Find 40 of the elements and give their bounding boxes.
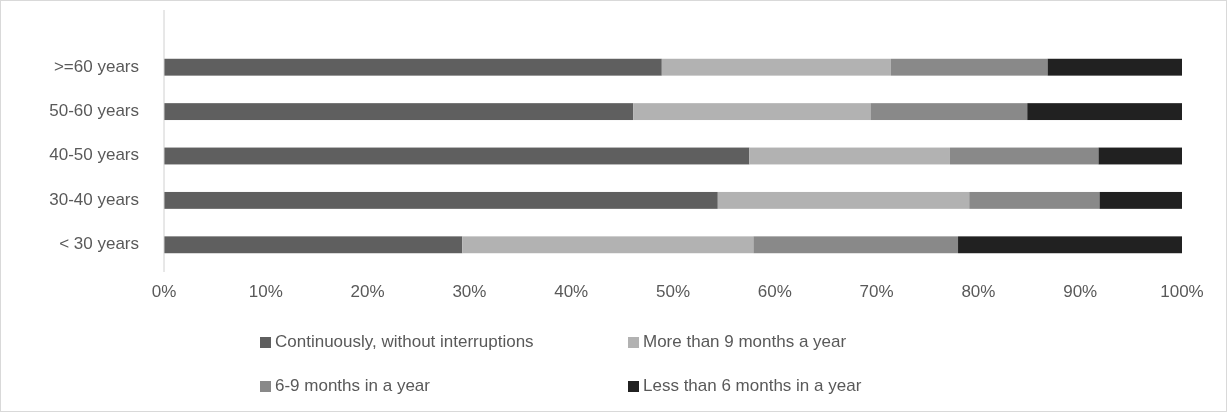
bar <box>164 58 662 76</box>
bar <box>1027 103 1182 121</box>
y-tick-label: >=60 years <box>53 56 139 76</box>
legend-label: Less than 6 months in a year <box>643 376 862 396</box>
bar <box>1047 58 1182 76</box>
y-tick-label: 30-40 years <box>49 189 139 209</box>
bar <box>969 191 1100 209</box>
x-tick-label: 30% <box>452 282 487 301</box>
bar <box>164 236 463 254</box>
bar <box>890 58 1048 76</box>
bar <box>661 58 891 76</box>
x-tick-label: 80% <box>961 282 996 301</box>
x-tick-label: 50% <box>655 282 691 301</box>
x-tick-label: 70% <box>859 282 894 301</box>
x-tick-label: 60% <box>757 282 792 301</box>
bar <box>462 236 754 254</box>
x-tick-label: 0% <box>151 282 177 301</box>
x-tick-label: 100% <box>1160 282 1204 301</box>
bar <box>870 103 1028 121</box>
bar <box>949 147 1099 165</box>
bar <box>633 103 871 121</box>
bar <box>164 103 634 121</box>
bar <box>749 147 950 165</box>
bar <box>164 147 750 165</box>
bar <box>958 236 1182 254</box>
bar <box>1098 147 1182 165</box>
y-tick-label: < 30 years <box>59 234 139 254</box>
legend-label: More than 9 months a year <box>643 332 847 352</box>
y-tick-label: 50-60 years <box>49 101 139 121</box>
bar <box>753 236 959 254</box>
x-tick-label: 90% <box>1063 282 1098 301</box>
bar <box>1099 191 1182 209</box>
legend-label: Continuously, without interruptions <box>275 332 534 352</box>
x-tick-label: 40% <box>554 282 589 301</box>
x-tick-label: 10% <box>248 282 283 301</box>
y-tick-label: 40-50 years <box>49 145 139 165</box>
x-tick-label: 20% <box>350 282 385 301</box>
legend-label: 6-9 months in a year <box>275 376 431 396</box>
bar <box>717 191 970 209</box>
bar <box>164 191 718 209</box>
